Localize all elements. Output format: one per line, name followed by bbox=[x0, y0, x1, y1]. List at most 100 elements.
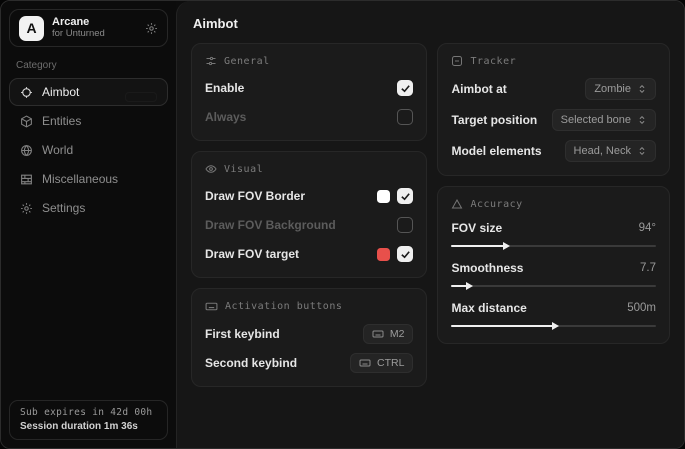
keybind-value: M2 bbox=[389, 328, 405, 340]
sliders-icon bbox=[205, 55, 217, 67]
app-logo: A bbox=[19, 15, 44, 41]
target-position-select[interactable]: Selected bone bbox=[551, 109, 656, 131]
setting-label: First keybind bbox=[205, 327, 280, 341]
gear-icon[interactable] bbox=[145, 22, 158, 35]
setting-row-second-keybind: Second keybind CTRL bbox=[205, 353, 414, 373]
sidebar-nav: Aimbot Entities World Miscellaneous bbox=[9, 78, 168, 222]
setting-label: Target position bbox=[451, 113, 538, 127]
setting-row-fov-border: Draw FOV Border bbox=[205, 186, 414, 206]
visual-card: Visual Draw FOV Border Draw FOV Backgrou… bbox=[191, 151, 428, 278]
crosshair-icon bbox=[20, 86, 33, 99]
keybind-hint-badge bbox=[125, 92, 157, 102]
setting-row-fov-target: Draw FOV target bbox=[205, 244, 414, 264]
app-name: Arcane bbox=[52, 16, 90, 29]
sidebar-item-aimbot[interactable]: Aimbot bbox=[9, 78, 168, 106]
keyboard-icon bbox=[205, 300, 218, 313]
smoothness-slider[interactable] bbox=[451, 282, 656, 290]
keybind-value: CTRL bbox=[377, 357, 405, 369]
triangle-icon bbox=[451, 198, 463, 210]
page-title: Aimbot bbox=[193, 16, 238, 31]
app-subtitle: for Unturned bbox=[52, 27, 105, 39]
setting-row-aimbot-at: Aimbot at Zombie bbox=[451, 78, 656, 100]
card-title: Activation buttons bbox=[225, 301, 343, 312]
select-value: Head, Neck bbox=[573, 145, 631, 157]
visual-card-header: Visual bbox=[205, 163, 413, 175]
chevrons-up-down-icon bbox=[637, 84, 647, 94]
setting-row-model-elements: Model elements Head, Neck bbox=[451, 140, 656, 162]
setting-label: Model elements bbox=[451, 144, 542, 158]
sidebar-item-miscellaneous[interactable]: Miscellaneous bbox=[9, 165, 168, 193]
general-card: General Enable Always bbox=[191, 43, 428, 141]
activation-card-header: Activation buttons bbox=[205, 300, 413, 313]
sub-expires-text: Sub expires in 42d 00h bbox=[20, 407, 153, 418]
fov-target-checkbox[interactable] bbox=[397, 246, 414, 262]
tracker-card-header: Tracker bbox=[451, 55, 656, 67]
subscription-status-card: Sub expires in 42d 00h Session duration … bbox=[9, 400, 168, 440]
smoothness-value: 7.7 bbox=[640, 262, 656, 274]
setting-row-target-position: Target position Selected bone bbox=[451, 109, 656, 131]
keyboard-icon bbox=[372, 328, 384, 340]
setting-label: Draw FOV Background bbox=[205, 218, 336, 232]
second-keybind-button[interactable]: CTRL bbox=[350, 353, 414, 373]
always-checkbox[interactable] bbox=[397, 109, 414, 125]
sidebar-item-label: World bbox=[42, 143, 74, 157]
fov-size-slider[interactable] bbox=[451, 242, 656, 250]
setting-label: Draw FOV target bbox=[205, 247, 300, 261]
setting-row-first-keybind: First keybind M2 bbox=[205, 324, 414, 344]
fov-size-value: 94° bbox=[638, 222, 656, 234]
aimbot-at-select[interactable]: Zombie bbox=[585, 78, 656, 100]
sidebar-item-label: Settings bbox=[42, 201, 86, 215]
brand-text: Arcane for Unturned bbox=[52, 16, 137, 40]
brand-card: A Arcane for Unturned bbox=[9, 9, 168, 47]
slider-fill bbox=[451, 282, 474, 290]
setting-label: Always bbox=[205, 110, 247, 124]
slider-row-fov-size: FOV size 94° bbox=[451, 221, 656, 250]
setting-row-always: Always bbox=[205, 107, 414, 127]
sidebar-item-entities[interactable]: Entities bbox=[9, 107, 168, 135]
slider-row-max-distance: Max distance 500m bbox=[451, 301, 656, 330]
sidebar: A Arcane for Unturned Category Aimbot bbox=[1, 1, 176, 448]
main-panel: Aimbot General Enable bbox=[176, 1, 684, 448]
gear-icon bbox=[20, 202, 33, 215]
select-value: Selected bone bbox=[560, 114, 631, 126]
session-duration-text: Session duration 1m 36s bbox=[20, 421, 138, 432]
card-title: Accuracy bbox=[470, 198, 523, 210]
slider-row-smoothness: Smoothness 7.7 bbox=[451, 261, 656, 290]
card-title: General bbox=[224, 55, 270, 67]
setting-label: Aimbot at bbox=[451, 82, 507, 96]
slider-fill bbox=[451, 322, 560, 330]
keyboard-icon bbox=[359, 357, 371, 369]
slider-label: Max distance bbox=[451, 301, 527, 315]
eye-icon bbox=[205, 163, 217, 175]
setting-label: Second keybind bbox=[205, 356, 298, 370]
fov-target-color-swatch[interactable] bbox=[377, 247, 391, 261]
bricks-icon bbox=[20, 173, 33, 186]
sidebar-item-label: Entities bbox=[42, 114, 82, 128]
setting-label: Draw FOV Border bbox=[205, 189, 306, 203]
sidebar-item-settings[interactable]: Settings bbox=[9, 194, 168, 222]
card-title: Visual bbox=[224, 163, 264, 175]
accuracy-card-header: Accuracy bbox=[451, 198, 656, 210]
first-keybind-button[interactable]: M2 bbox=[362, 324, 414, 344]
card-title: Tracker bbox=[470, 55, 517, 67]
fov-background-checkbox[interactable] bbox=[397, 217, 414, 233]
enable-checkbox[interactable] bbox=[397, 80, 414, 96]
fov-border-color-swatch[interactable] bbox=[377, 189, 391, 203]
accuracy-card: Accuracy FOV size 94° Smoothness bbox=[437, 186, 670, 344]
slider-label: FOV size bbox=[451, 221, 503, 235]
slider-label: Smoothness bbox=[451, 261, 524, 275]
sidebar-item-world[interactable]: World bbox=[9, 136, 168, 164]
category-label: Category bbox=[16, 60, 57, 71]
setting-label: Enable bbox=[205, 81, 245, 95]
fov-border-checkbox[interactable] bbox=[397, 188, 414, 204]
chevrons-up-down-icon bbox=[637, 146, 647, 156]
select-value: Zombie bbox=[594, 83, 631, 95]
max-distance-slider[interactable] bbox=[451, 322, 656, 330]
general-card-header: General bbox=[205, 55, 413, 67]
max-distance-value: 500m bbox=[627, 302, 656, 314]
model-elements-select[interactable]: Head, Neck bbox=[564, 140, 656, 162]
globe-icon bbox=[20, 144, 33, 157]
activation-buttons-card: Activation buttons First keybind M2 bbox=[191, 288, 428, 387]
sidebar-item-label: Aimbot bbox=[42, 85, 80, 99]
